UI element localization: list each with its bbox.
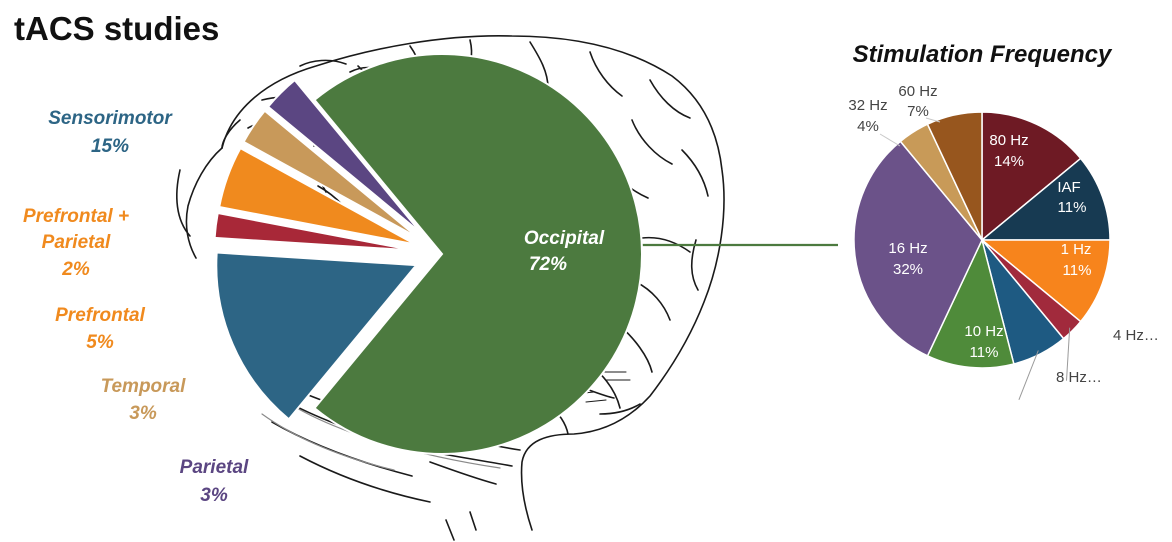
occipital-label: Occipital <box>524 228 605 249</box>
leader-line-60-hz <box>925 117 941 123</box>
prefrontal-label: Prefrontal <box>55 305 145 326</box>
parietal-value-label: 3% <box>200 485 228 506</box>
freq-slice-60-hz <box>926 111 983 241</box>
region-slice-prefrontal <box>218 146 417 246</box>
freq-label-8hz: 8 Hz… <box>1056 369 1102 386</box>
occipital-value-label: 72% <box>529 254 567 275</box>
region-slice-parietal <box>266 78 423 235</box>
freq-slice-1-hz <box>979 239 1111 323</box>
frequency-labels: 80 Hz 14% IAF 11% 1 Hz 11% 4 Hz… 8 Hz… 1… <box>848 83 1158 386</box>
freq-label-32hz: 32 Hz <box>848 97 887 114</box>
leader-line-8-hz <box>1018 350 1039 400</box>
freq-value-16hz: 32% <box>893 261 923 278</box>
freq-value-iaf: 11% <box>1058 199 1087 216</box>
freq-slice-10-hz <box>926 237 1015 369</box>
frequency-slices <box>853 111 1111 369</box>
freq-slice-iaf <box>979 157 1111 241</box>
frequency-chart-title: Stimulation Frequency <box>853 41 1113 68</box>
freq-value-80hz: 14% <box>994 153 1024 170</box>
region-slice-temporal <box>242 109 420 240</box>
parietal-label: Parietal <box>180 457 249 478</box>
prefrontal-parietal-value-label: 2% <box>61 259 90 280</box>
temporal-label: Temporal <box>101 376 187 397</box>
freq-label-16hz: 16 Hz <box>888 240 927 257</box>
prefrontal-parietal-label-line2: Parietal <box>42 232 111 253</box>
freq-value-32hz: 4% <box>857 118 879 135</box>
region-labels: Occipital 72% Sensorimotor 15% Prefronta… <box>23 108 605 506</box>
freq-label-iaf: IAF <box>1057 179 1080 196</box>
frequency-pie-chart: 80 Hz 14% IAF 11% 1 Hz 11% 4 Hz… 8 Hz… 1… <box>848 83 1159 400</box>
freq-value-1hz: 11% <box>1063 262 1092 279</box>
freq-slice-16-hz <box>853 140 983 357</box>
sensorimotor-label: Sensorimotor <box>48 108 173 129</box>
region-pie-chart: Occipital 72% Sensorimotor 15% Prefronta… <box>23 53 643 506</box>
freq-label-60hz: 60 Hz <box>898 83 937 100</box>
freq-label-80hz: 80 Hz <box>989 132 1028 149</box>
region-slices <box>213 53 643 455</box>
region-slice-sensorimotor <box>215 251 419 421</box>
freq-value-60hz: 7% <box>907 103 929 120</box>
leader-line-32-hz <box>879 133 901 147</box>
freq-label-10hz: 10 Hz <box>964 323 1003 340</box>
freq-label-1hz: 1 Hz <box>1061 241 1092 258</box>
region-slice-prefrontal-parietal <box>213 211 415 252</box>
freq-value-10hz: 11% <box>970 344 999 361</box>
freq-label-4hz: 4 Hz… <box>1113 327 1159 344</box>
frequency-leader-lines <box>879 117 1071 400</box>
sensorimotor-value-label: 15% <box>91 136 129 157</box>
leader-line-4-hz <box>1066 327 1071 381</box>
page-title: tACS studies <box>14 10 219 47</box>
region-slice-occipital <box>313 53 643 455</box>
freq-slice-80-hz <box>981 111 1082 242</box>
temporal-value-label: 3% <box>129 403 157 424</box>
prefrontal-value-label: 5% <box>86 332 114 353</box>
prefrontal-parietal-label-line1: Prefrontal + <box>23 206 129 227</box>
